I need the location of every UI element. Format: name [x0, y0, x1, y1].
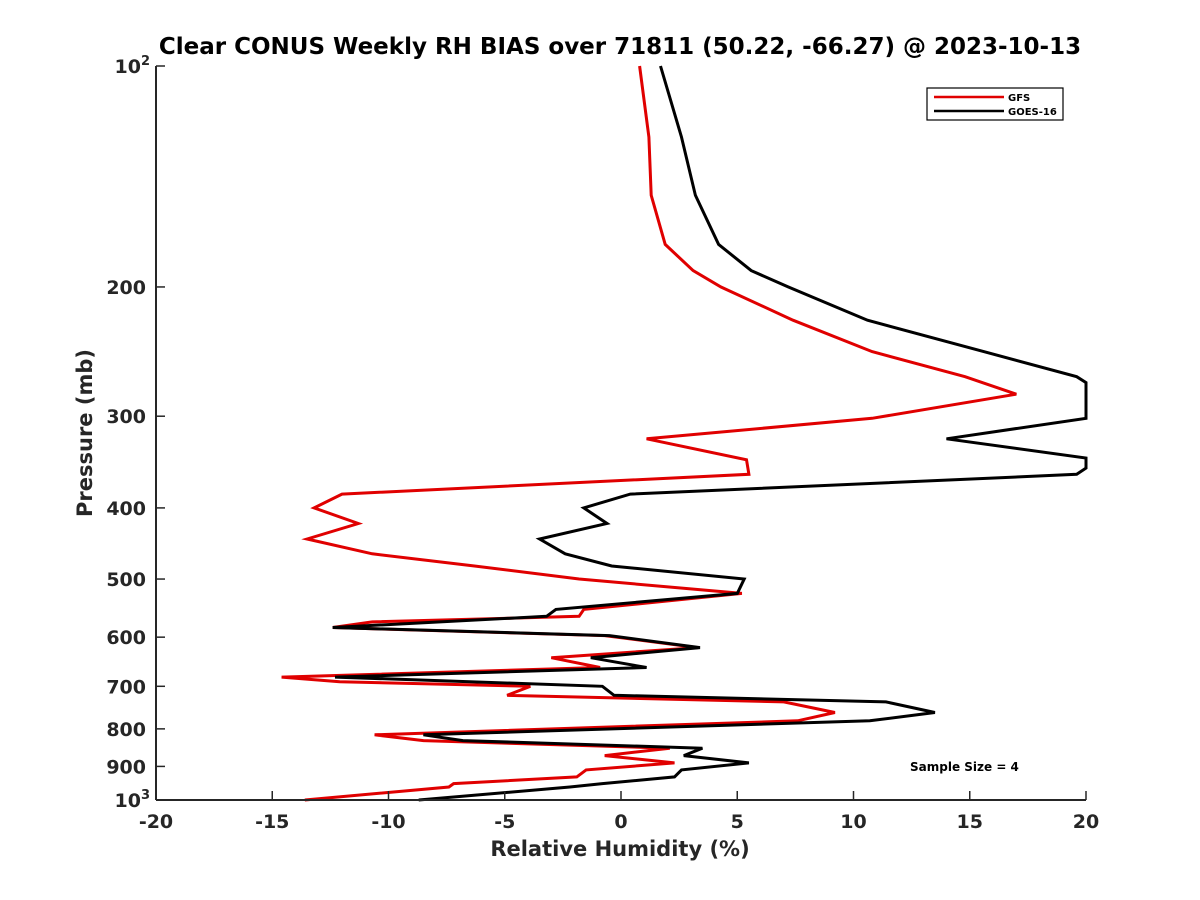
x-tick-label: -15: [255, 811, 289, 833]
y-ticks: 102 200 300 400 500 600 700 800 900 103: [106, 54, 165, 812]
x-ticks: -20 -15 -10 -5 0 5 10 15 20: [139, 791, 1099, 833]
y-tick-label: 900: [106, 756, 146, 778]
series-layer: [281, 65, 1088, 802]
legend-box: [926, 87, 1064, 121]
y-tick-label: 500: [106, 569, 146, 591]
y-tick-label: 700: [106, 676, 146, 698]
x-tick-label: 10: [840, 811, 866, 833]
x-axis-label: Relative Humidity (%): [490, 837, 749, 861]
plot-area: -20 -15 -10 -5 0 5 10 15 20 102 200 300 400 500 600 70…: [106, 54, 1099, 833]
y-tick-label: 300: [106, 406, 146, 428]
series-line-gfs: [281, 65, 1017, 802]
x-tick-label: 20: [1073, 811, 1099, 833]
x-tick-label: 15: [957, 811, 983, 833]
legend: GFS GOES-16: [926, 87, 1064, 121]
legend-goes-label: GOES-16: [1008, 107, 1057, 118]
chart-title: Clear CONUS Weekly RH BIAS over 71811 (5…: [159, 34, 1081, 60]
y-tick-label: 800: [106, 719, 146, 741]
y-tick-label: 400: [106, 498, 146, 520]
series-line-goes-16: [332, 65, 1088, 802]
legend-gfs-label: GFS: [1008, 93, 1030, 104]
sample-size-annotation: Sample Size = 4: [910, 760, 1019, 774]
y-tick-label: 600: [106, 627, 146, 649]
x-tick-label: -10: [371, 811, 405, 833]
y-tick-label: 103: [115, 788, 151, 812]
x-tick-label: -5: [494, 811, 515, 833]
y-tick-label: 200: [106, 277, 146, 299]
y-axis-label: Pressure (mb): [73, 349, 97, 517]
x-tick-label: -20: [139, 811, 173, 833]
x-tick-label: 0: [614, 811, 627, 833]
y-tick-label: 102: [115, 54, 151, 78]
x-tick-label: 5: [731, 811, 744, 833]
